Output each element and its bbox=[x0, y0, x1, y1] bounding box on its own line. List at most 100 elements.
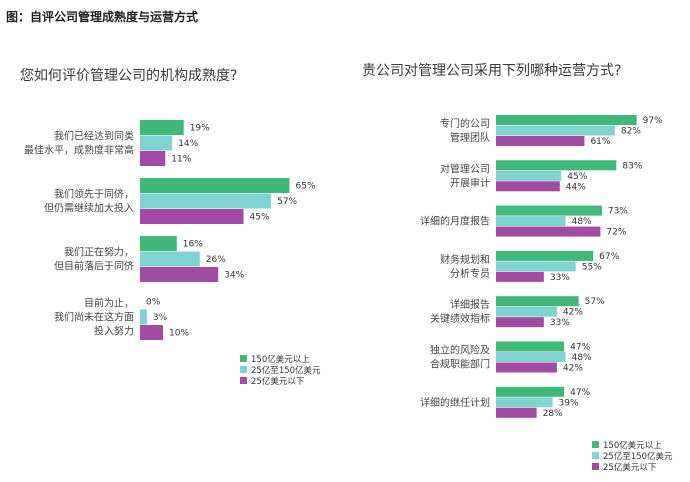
bar bbox=[496, 250, 594, 261]
bar bbox=[140, 120, 184, 135]
bar bbox=[140, 151, 166, 166]
bar bbox=[496, 306, 557, 317]
category-label: 专门的公司 bbox=[440, 117, 490, 130]
data-label: 45% bbox=[567, 172, 587, 182]
data-label: 28% bbox=[543, 409, 563, 419]
category-label: 我们尚未在这方面 bbox=[54, 311, 134, 324]
data-label: 47% bbox=[570, 388, 590, 398]
bar bbox=[496, 407, 537, 418]
data-label: 97% bbox=[643, 116, 663, 126]
legend-entry: 25亿美元以下 bbox=[251, 376, 305, 387]
legend-swatch bbox=[592, 441, 599, 448]
page-title: 图：自评公司管理成熟度与运营方式 bbox=[6, 10, 199, 24]
category-label: 但仍需继续加大投入 bbox=[44, 202, 134, 215]
data-label: 72% bbox=[606, 228, 626, 238]
bar bbox=[140, 193, 272, 209]
legend-entry: 150亿美元以上 bbox=[251, 354, 310, 365]
legend-swatch bbox=[592, 452, 599, 459]
category-label: 独立的风险及 bbox=[430, 344, 490, 357]
data-label: 10% bbox=[169, 329, 189, 339]
category-label: 合规职能部门 bbox=[430, 358, 490, 371]
data-label: 39% bbox=[559, 398, 579, 408]
category-label: 最佳水平，成熟度非常高 bbox=[24, 144, 134, 157]
bar bbox=[496, 352, 566, 362]
data-label: 11% bbox=[171, 155, 191, 165]
data-label: 57% bbox=[585, 297, 605, 307]
bar bbox=[496, 216, 566, 227]
category-label: 关键绩效指标 bbox=[430, 312, 490, 325]
data-label: 61% bbox=[590, 137, 610, 147]
bar bbox=[496, 317, 544, 328]
data-label: 57% bbox=[277, 197, 297, 207]
data-label: 34% bbox=[224, 271, 244, 281]
category-label: 但目前落后于同侪 bbox=[54, 260, 134, 273]
bar bbox=[140, 178, 290, 193]
bar bbox=[496, 226, 601, 237]
bar bbox=[140, 325, 163, 340]
bar bbox=[496, 125, 615, 136]
legend-swatch bbox=[240, 366, 247, 373]
data-label: 14% bbox=[178, 139, 198, 149]
chart-2-title: 贵公司对管理公司采用下列哪种运营方式? bbox=[362, 63, 621, 79]
legend-entry: 25亿至150亿美元 bbox=[251, 365, 321, 376]
bar bbox=[496, 115, 637, 125]
data-label: 45% bbox=[250, 213, 270, 223]
category-label: 详细的月度报告 bbox=[420, 215, 490, 228]
bar bbox=[140, 251, 200, 267]
legend-swatch bbox=[592, 463, 599, 470]
data-label: 42% bbox=[563, 308, 583, 318]
data-label: 83% bbox=[622, 161, 642, 171]
bar bbox=[496, 362, 557, 373]
bar bbox=[496, 136, 585, 146]
bar bbox=[496, 261, 576, 272]
chart-1-title: 您如何评价管理公司的机构成熟度? bbox=[20, 67, 237, 84]
bar bbox=[140, 309, 147, 325]
bar bbox=[140, 209, 244, 224]
data-label: 33% bbox=[550, 273, 570, 283]
bar bbox=[496, 170, 562, 181]
data-label: 47% bbox=[570, 343, 590, 353]
category-label: 目前为止， bbox=[84, 297, 134, 310]
category-label: 管理团队 bbox=[450, 131, 490, 144]
legend-entry: 25亿至150亿美元 bbox=[603, 451, 673, 462]
data-label: 19% bbox=[190, 124, 210, 134]
bar bbox=[496, 296, 579, 307]
data-label: 65% bbox=[296, 182, 316, 192]
category-label: 我们领先于同侪， bbox=[54, 188, 134, 201]
data-label: 67% bbox=[599, 252, 619, 262]
data-label: 33% bbox=[550, 318, 570, 328]
category-label: 我们已经达到同类 bbox=[54, 130, 134, 143]
category-label: 投入努力 bbox=[94, 325, 134, 338]
data-label: 42% bbox=[563, 364, 583, 374]
bar bbox=[496, 205, 602, 216]
category-label: 我们正在努力， bbox=[64, 246, 134, 259]
category-label: 对管理公司 bbox=[440, 162, 490, 175]
data-label: 3% bbox=[153, 313, 168, 323]
data-label: 55% bbox=[582, 262, 602, 272]
data-label: 16% bbox=[183, 240, 203, 250]
bar bbox=[140, 267, 219, 282]
category-label: 分析专员 bbox=[450, 267, 490, 280]
legend-entry: 150亿美元以上 bbox=[603, 440, 662, 451]
bar bbox=[496, 341, 565, 352]
bar bbox=[496, 386, 565, 397]
bar bbox=[496, 397, 553, 408]
legend-swatch bbox=[240, 355, 247, 362]
category-label: 财务规划和 bbox=[440, 253, 490, 266]
data-label: 26% bbox=[206, 255, 226, 265]
bar bbox=[140, 135, 173, 151]
category-label: 开展审计 bbox=[450, 176, 490, 189]
legend-entry: 25亿美元以下 bbox=[603, 462, 657, 473]
bar bbox=[496, 181, 560, 192]
bar bbox=[140, 236, 177, 251]
data-label: 0% bbox=[146, 298, 161, 308]
data-label: 44% bbox=[566, 182, 586, 192]
bar bbox=[496, 160, 617, 171]
data-label: 48% bbox=[572, 217, 592, 227]
bar bbox=[496, 271, 544, 282]
data-label: 73% bbox=[608, 207, 628, 217]
category-label: 详细的继任计划 bbox=[420, 396, 490, 409]
data-label: 48% bbox=[572, 353, 592, 363]
legend-swatch bbox=[240, 377, 247, 384]
